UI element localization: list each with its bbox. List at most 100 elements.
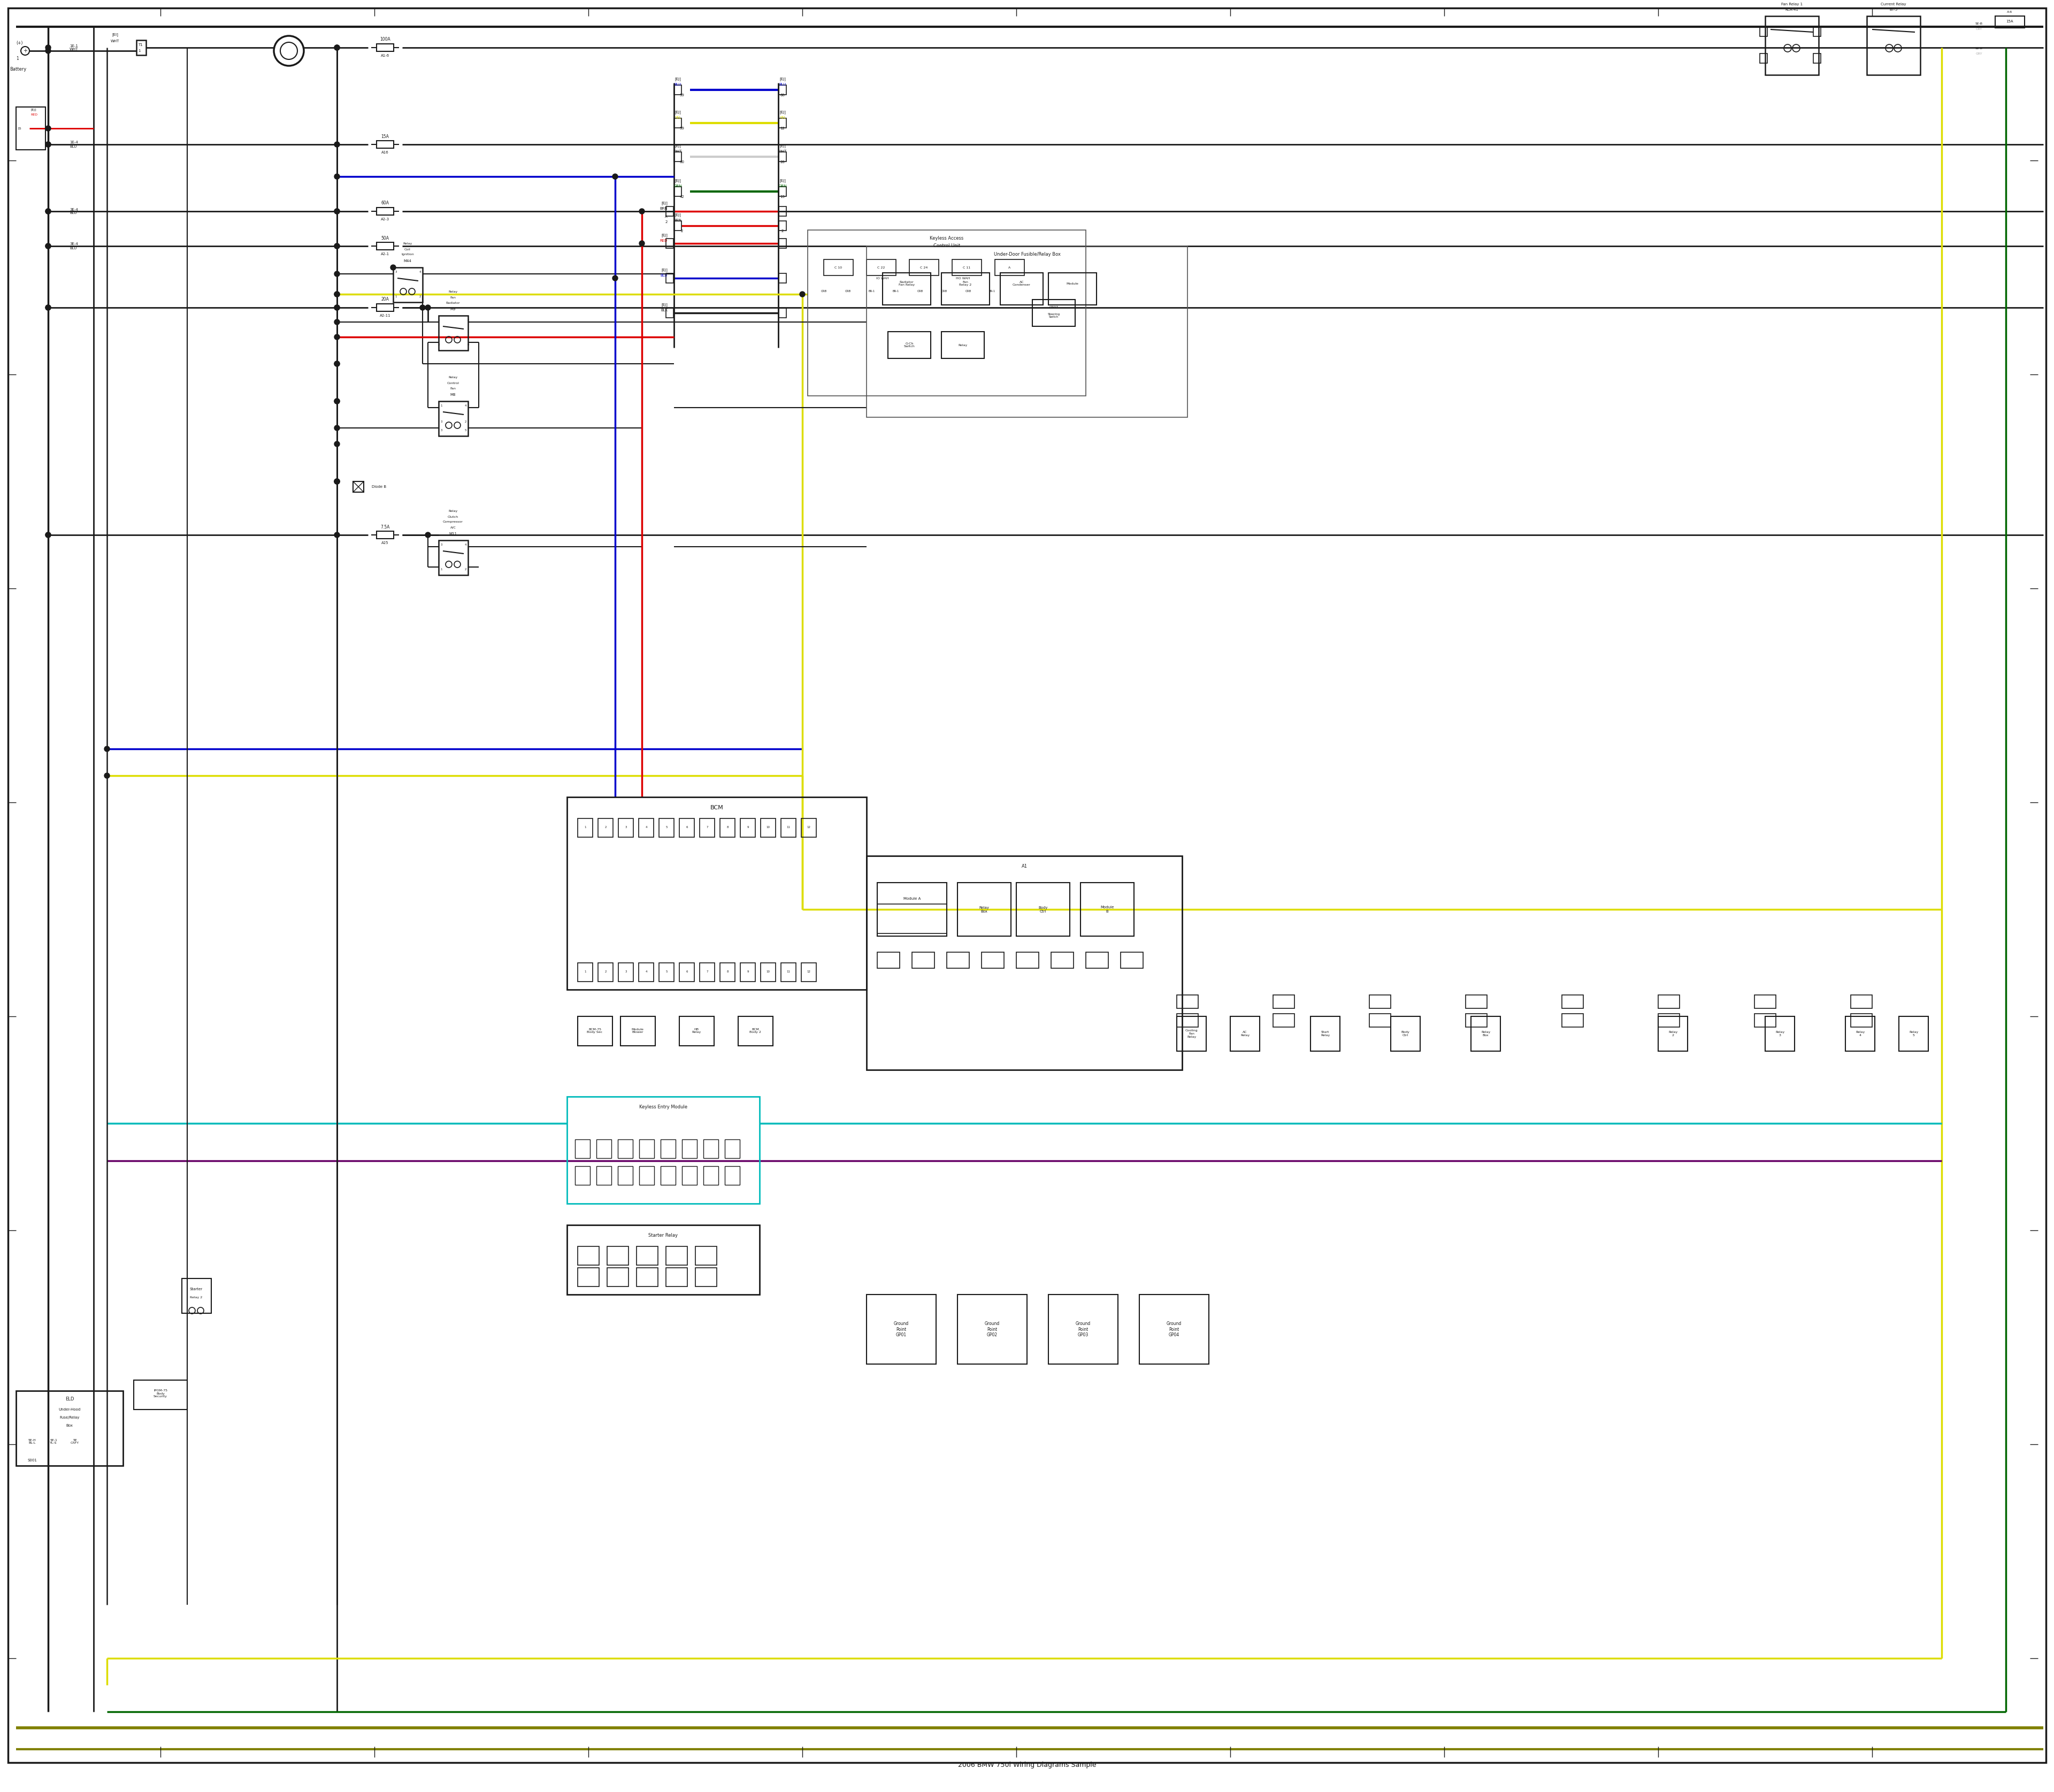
- Bar: [1658, 1016, 1688, 1052]
- Circle shape: [45, 48, 51, 54]
- Text: Relay
2: Relay 2: [1668, 1030, 1678, 1036]
- Bar: [353, 482, 364, 493]
- Text: Relay
5: Relay 5: [1908, 1030, 1918, 1036]
- Text: BR-1: BR-1: [893, 290, 900, 292]
- Circle shape: [335, 360, 339, 366]
- Text: 7.5A: 7.5A: [380, 525, 390, 529]
- Text: 59: 59: [680, 127, 684, 131]
- Bar: [877, 952, 900, 968]
- Circle shape: [335, 478, 339, 484]
- Text: Module
B: Module B: [1101, 907, 1113, 912]
- Text: A2-3: A2-3: [380, 217, 390, 220]
- Text: A: A: [1009, 267, 1011, 269]
- Text: 19: 19: [781, 195, 785, 199]
- Text: AC
Relay: AC Relay: [1241, 1030, 1249, 1036]
- Bar: [665, 274, 674, 283]
- Text: ELD: ELD: [66, 1396, 74, 1401]
- Text: C 22: C 22: [877, 267, 885, 269]
- Text: WHT: WHT: [674, 151, 682, 152]
- Bar: [1370, 995, 1391, 1009]
- Bar: [1017, 883, 1070, 935]
- Circle shape: [639, 240, 645, 246]
- Text: 10: 10: [766, 971, 770, 973]
- Bar: [665, 206, 674, 217]
- Text: [EJ]: [EJ]: [661, 269, 668, 272]
- Bar: [912, 952, 935, 968]
- Circle shape: [390, 265, 396, 271]
- Bar: [982, 952, 1004, 968]
- Bar: [877, 883, 947, 935]
- Text: BRN: BRN: [659, 208, 668, 210]
- Bar: [1000, 272, 1043, 305]
- Circle shape: [45, 244, 51, 249]
- Text: GRY: GRY: [1976, 52, 1982, 56]
- Bar: [1754, 1014, 1777, 1027]
- Text: [EJ]: [EJ]: [674, 143, 680, 149]
- Text: BR-1: BR-1: [869, 290, 875, 292]
- Bar: [1760, 54, 1766, 63]
- Circle shape: [105, 772, 109, 778]
- Bar: [957, 1294, 1027, 1364]
- Text: BLU: BLU: [661, 274, 668, 278]
- Circle shape: [45, 532, 51, 538]
- Text: [EJ]: [EJ]: [674, 111, 680, 115]
- Bar: [440, 539, 468, 575]
- Text: BCM
Body 2: BCM Body 2: [750, 1029, 762, 1034]
- Bar: [696, 1247, 717, 1265]
- Text: 50A: 50A: [382, 235, 388, 240]
- Bar: [682, 1140, 696, 1158]
- Bar: [1994, 16, 2025, 29]
- Text: 42: 42: [680, 195, 684, 199]
- Text: 2: 2: [781, 229, 785, 233]
- Bar: [575, 1140, 589, 1158]
- Text: HB
Relay: HB Relay: [692, 1029, 700, 1034]
- Text: GRN: GRN: [674, 185, 682, 188]
- Text: A-6: A-6: [2007, 11, 2013, 13]
- Bar: [598, 819, 612, 837]
- Circle shape: [335, 398, 339, 403]
- Text: [EJ]: [EJ]: [778, 77, 787, 81]
- Bar: [598, 962, 612, 982]
- Text: A: A: [665, 215, 668, 219]
- Text: T1: T1: [138, 43, 142, 47]
- Bar: [778, 238, 787, 249]
- Text: BLU: BLU: [778, 82, 787, 86]
- Text: M9: M9: [450, 308, 456, 310]
- Text: Module: Module: [1066, 281, 1078, 285]
- Circle shape: [335, 45, 339, 50]
- Bar: [577, 1267, 600, 1287]
- Bar: [682, 1167, 696, 1185]
- Text: Module A: Module A: [904, 898, 920, 900]
- Bar: [665, 308, 674, 317]
- Circle shape: [335, 532, 339, 538]
- Text: WHT: WHT: [778, 151, 787, 152]
- Bar: [16, 1391, 123, 1466]
- Bar: [1561, 995, 1584, 1009]
- Bar: [661, 1167, 676, 1185]
- Text: G-Ch
Switch: G-Ch Switch: [904, 342, 914, 348]
- Text: 2: 2: [680, 229, 684, 233]
- Text: A2-1: A2-1: [380, 253, 390, 256]
- Circle shape: [45, 244, 51, 249]
- Text: 12: 12: [781, 127, 785, 131]
- Text: Keyless Access: Keyless Access: [930, 235, 963, 240]
- Bar: [680, 962, 694, 982]
- Text: Compressor: Compressor: [444, 521, 462, 523]
- Bar: [1033, 299, 1074, 326]
- Text: [EJ]: [EJ]: [778, 111, 787, 115]
- Text: 1: 1: [16, 56, 18, 61]
- Bar: [637, 1247, 657, 1265]
- Bar: [596, 1140, 612, 1158]
- Text: M11: M11: [450, 532, 458, 536]
- Bar: [867, 260, 896, 276]
- Text: AC
Condenser: AC Condenser: [1013, 281, 1031, 287]
- Bar: [725, 1167, 739, 1185]
- Bar: [941, 332, 984, 358]
- Text: YEL: YEL: [778, 116, 787, 120]
- Text: GRN: GRN: [778, 185, 787, 188]
- Bar: [877, 903, 947, 934]
- Bar: [702, 1167, 719, 1185]
- Text: Ground
Point
GP02: Ground Point GP02: [984, 1321, 1000, 1337]
- Text: ORB: ORB: [941, 290, 947, 292]
- Text: BLU: BLU: [674, 82, 682, 86]
